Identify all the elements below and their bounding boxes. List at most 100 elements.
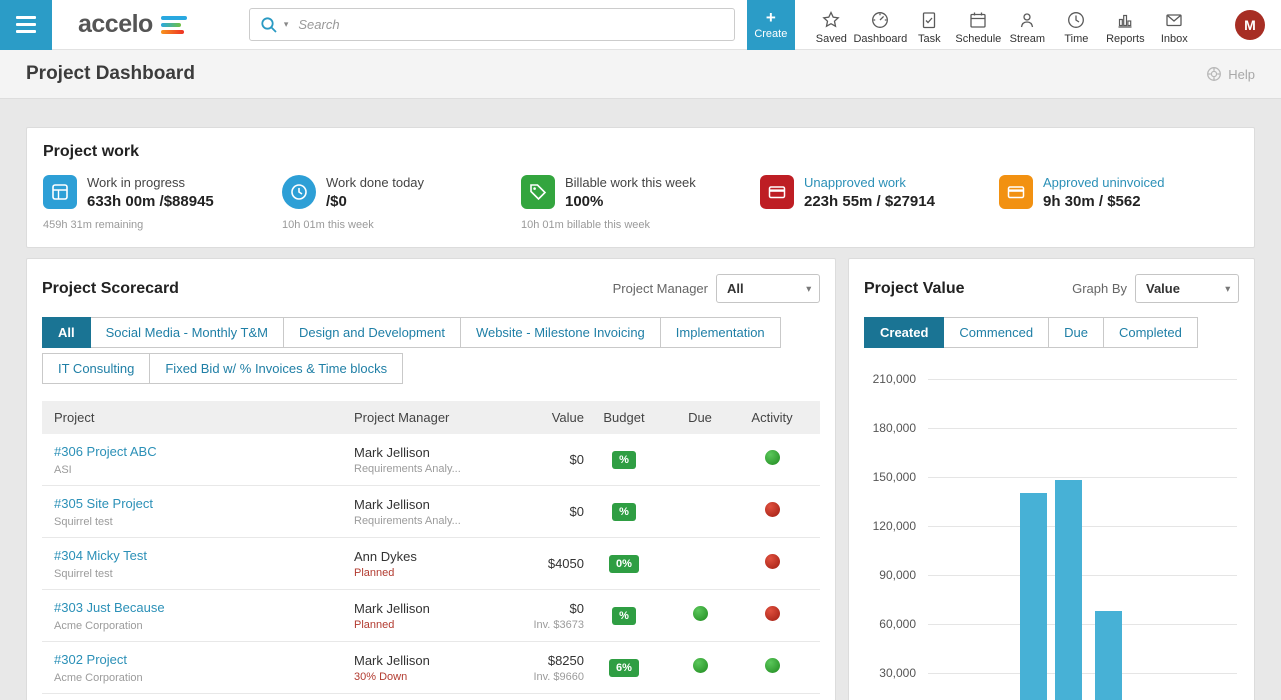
budget-badge: % xyxy=(612,607,636,625)
due-indicator xyxy=(692,657,708,673)
y-axis-tick-label: 210,000 xyxy=(872,372,916,386)
menu-button[interactable] xyxy=(0,0,52,50)
project-link[interactable]: #304 Micky Test xyxy=(54,548,147,563)
search-icon[interactable] xyxy=(260,16,278,34)
project-value-amount: $0 xyxy=(569,600,584,616)
y-axis-tick-label: 90,000 xyxy=(879,568,916,582)
nav-item-saved[interactable]: Saved xyxy=(807,5,856,45)
nav-item-inbox[interactable]: Inbox xyxy=(1150,5,1199,45)
value-bar xyxy=(1095,610,1122,700)
project-status: 30% Down xyxy=(354,670,408,683)
project-link[interactable]: #302 Project xyxy=(54,652,127,667)
project-link[interactable]: #305 Site Project xyxy=(54,496,154,511)
tab-due[interactable]: Due xyxy=(1048,317,1104,348)
project-link[interactable]: #303 Just Because xyxy=(54,600,165,615)
nav-item-schedule[interactable]: Schedule xyxy=(954,5,1003,45)
column-header-project-manager: Project Manager xyxy=(354,410,450,425)
chevron-down-icon: ▾ xyxy=(1225,283,1230,293)
column-header-project: Project xyxy=(54,410,95,425)
tab-social-media-monthly-tm[interactable]: Social Media - Monthly T&M xyxy=(89,317,284,348)
tab-it-consulting[interactable]: IT Consulting xyxy=(42,353,151,384)
table-row: #301 Website Redesign Acme Corporation M… xyxy=(42,694,820,700)
graph-by-select[interactable]: Value ▾ xyxy=(1135,274,1239,303)
project-value-bar-chart: 210,000 180,000 150,000 120,000 90,000 60,000… xyxy=(864,371,1239,700)
stat-billable-work: Billable work this week 100% 10h 01m bil… xyxy=(521,175,760,231)
project-work-stats: Work in progress 633h 00m /$88945 459h 3… xyxy=(43,175,1238,231)
stat-label: Work done today xyxy=(326,175,425,190)
inbox-icon xyxy=(1166,13,1182,26)
table-row: #304 Micky Test Squirrel test Ann Dykes … xyxy=(42,538,820,590)
tab-completed[interactable]: Completed xyxy=(1102,317,1198,348)
project-status: Requirements Analy... xyxy=(354,462,461,475)
nav-item-reports[interactable]: Reports xyxy=(1101,5,1150,45)
project-manager-select[interactable]: All ▾ xyxy=(716,274,820,303)
stat-subtext: 10h 01m this week xyxy=(282,219,374,231)
budget-badge: % xyxy=(612,451,636,469)
stat-label-link[interactable]: Approved uninvoiced xyxy=(1043,175,1165,190)
tab-created[interactable]: Created xyxy=(864,317,945,348)
project-work-card: Project work Work in progress 633h 00m /… xyxy=(26,127,1255,248)
nav-item-task[interactable]: Task xyxy=(905,5,954,45)
help-button[interactable]: Help xyxy=(1206,66,1255,82)
tab-all[interactable]: All xyxy=(42,317,91,348)
due-indicator xyxy=(693,502,708,517)
project-client: Squirrel test xyxy=(54,516,113,528)
column-header-budget: Budget xyxy=(603,410,645,425)
page-header: Project Dashboard Help xyxy=(0,50,1281,99)
create-button[interactable]: + Create xyxy=(746,0,795,50)
gridline xyxy=(928,673,1237,674)
gridline xyxy=(928,624,1237,625)
manager-name: Mark Jellison xyxy=(354,496,430,512)
value-bar xyxy=(1055,480,1082,700)
stat-value: /$0 xyxy=(326,193,347,210)
clock-icon xyxy=(282,175,316,209)
gridline xyxy=(928,575,1237,576)
schedule-icon xyxy=(970,12,986,28)
price-tag-icon xyxy=(521,175,555,209)
project-value-title: Project Value xyxy=(864,279,965,297)
activity-indicator xyxy=(764,605,780,621)
manager-name: Ann Dykes xyxy=(354,548,417,564)
project-value-amount: $0 xyxy=(569,452,584,467)
activity-indicator xyxy=(764,449,780,465)
accelo-logo[interactable]: accelo xyxy=(78,10,187,39)
y-axis-tick-label: 180,000 xyxy=(872,421,916,435)
nav-item-dashboard[interactable]: Dashboard xyxy=(853,5,907,45)
stat-work-done-today: Work done today /$0 10h 01m this week xyxy=(282,175,521,231)
search-box: ▾ xyxy=(248,8,735,41)
stat-value: 633h 00m /$88945 xyxy=(87,193,214,210)
stat-work-in-progress: Work in progress 633h 00m /$88945 459h 3… xyxy=(43,175,282,231)
credit-card-icon xyxy=(999,175,1033,209)
project-manager-filter-label: Project Manager xyxy=(612,281,708,296)
tab-implementation[interactable]: Implementation xyxy=(659,317,781,348)
project-client: Acme Corporation xyxy=(54,620,143,632)
project-client: ASI xyxy=(54,464,72,476)
nav-item-time[interactable]: Time xyxy=(1052,5,1101,45)
table-row: #305 Site Project Squirrel test Mark Jel… xyxy=(42,486,820,538)
project-link[interactable]: #306 Project ABC xyxy=(54,444,157,459)
nav-item-stream[interactable]: Stream xyxy=(1003,5,1052,45)
tab-website-milestone-invoicing[interactable]: Website - Milestone Invoicing xyxy=(459,317,661,348)
search-input[interactable] xyxy=(298,17,724,32)
project-value-card: Project Value Graph By Value ▾ Created C… xyxy=(848,258,1255,700)
user-avatar[interactable]: M xyxy=(1235,9,1265,40)
y-axis-tick-label: 30,000 xyxy=(879,666,916,680)
stat-subtext: 459h 31m remaining xyxy=(43,219,144,231)
gridline xyxy=(928,526,1237,527)
project-work-title: Project work xyxy=(43,143,140,160)
tab-design-and-development[interactable]: Design and Development xyxy=(282,317,461,348)
project-value-amount: $0 xyxy=(569,504,584,519)
stat-label-link[interactable]: Unapproved work xyxy=(804,175,906,190)
search-scope-caret-icon[interactable]: ▾ xyxy=(283,19,289,29)
column-header-due: Due xyxy=(688,410,712,425)
tab-commenced[interactable]: Commenced xyxy=(943,317,1050,348)
accelo-logo-text: accelo xyxy=(78,10,153,38)
accelo-logo-icon xyxy=(160,15,187,34)
table-row: #303 Just Because Acme Corporation Mark … xyxy=(42,590,820,642)
stat-subtext: 10h 01m billable this week xyxy=(521,219,651,231)
credit-card-icon xyxy=(760,175,794,209)
project-status: Requirements Analy... xyxy=(354,514,461,527)
tab-fixed-bid[interactable]: Fixed Bid w/ % Invoices & Time blocks xyxy=(149,353,404,384)
activity-indicator xyxy=(764,657,780,673)
project-client: Acme Corporation xyxy=(54,672,143,684)
